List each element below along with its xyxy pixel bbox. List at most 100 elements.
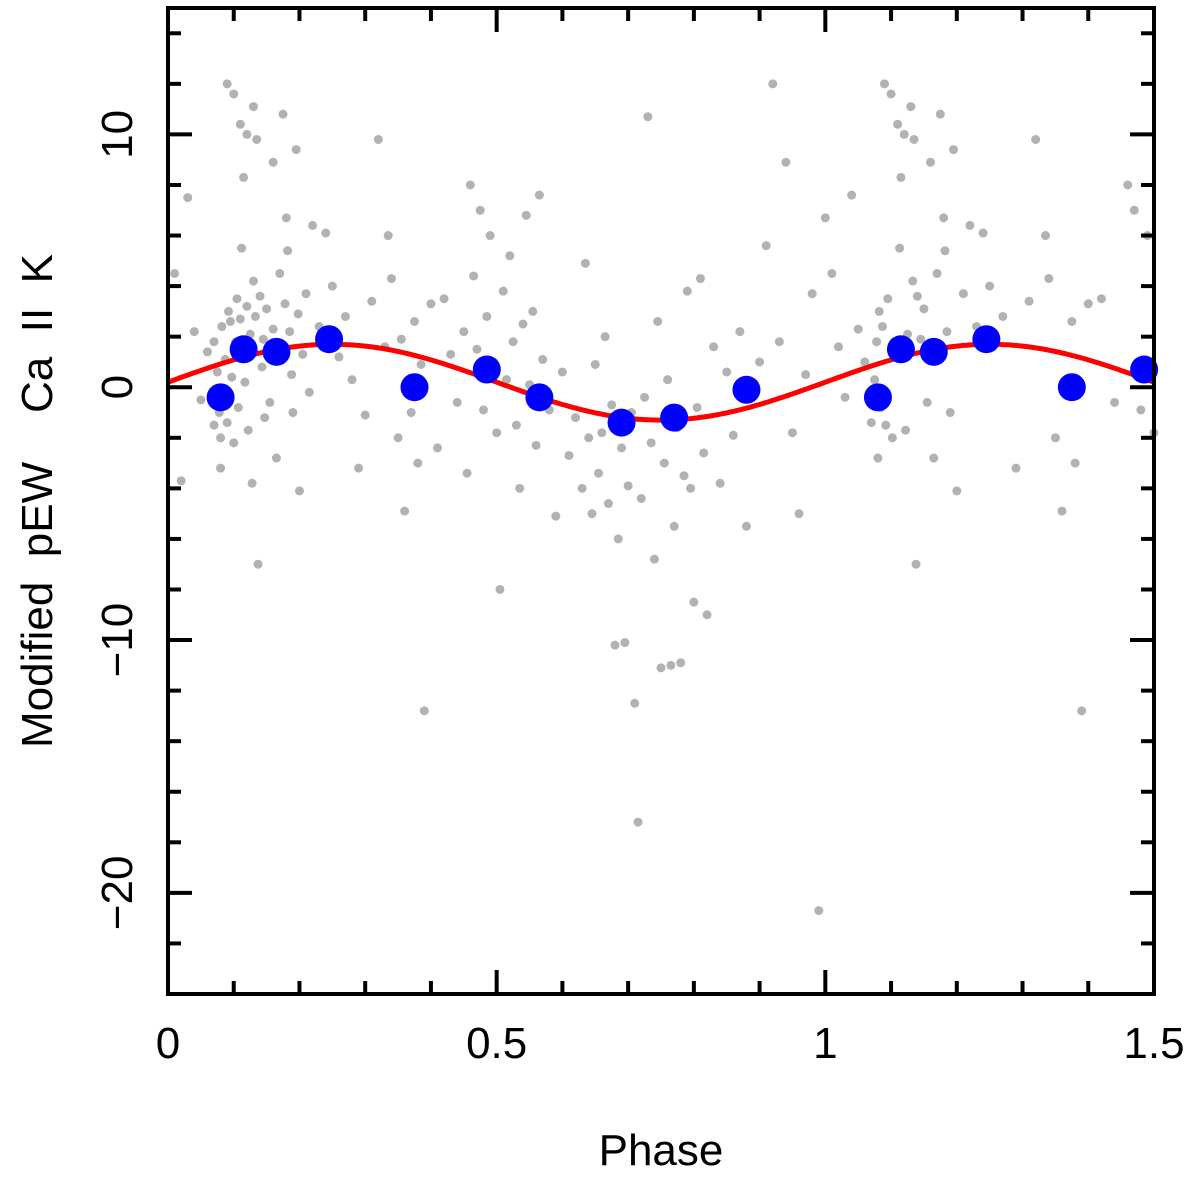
measurement-point bbox=[243, 425, 253, 435]
measurement-point bbox=[406, 408, 416, 418]
measurement-point bbox=[899, 129, 909, 139]
measurement-point bbox=[663, 375, 673, 385]
measurement-point bbox=[735, 327, 745, 337]
measurement-point bbox=[202, 347, 212, 357]
measurement-point bbox=[227, 372, 237, 382]
measurement-point bbox=[702, 610, 712, 620]
measurement-point bbox=[531, 440, 541, 450]
measurement-point bbox=[255, 291, 265, 301]
measurement-point bbox=[248, 276, 258, 286]
measurement-point bbox=[439, 294, 449, 304]
measurement-point bbox=[564, 450, 574, 460]
measurement-point bbox=[340, 311, 350, 321]
measurement-point bbox=[475, 205, 485, 215]
measurement-point bbox=[212, 367, 222, 377]
measurement-point bbox=[222, 79, 232, 89]
x-tick-label: 0.5 bbox=[466, 1019, 527, 1068]
binned-mean-point bbox=[1057, 373, 1086, 402]
measurement-point bbox=[669, 521, 679, 531]
measurement-point bbox=[676, 658, 686, 668]
measurement-point bbox=[258, 334, 268, 344]
measurement-point bbox=[1077, 706, 1087, 716]
measurement-point bbox=[229, 89, 239, 99]
measurement-point bbox=[268, 324, 278, 334]
measurement-point bbox=[633, 817, 643, 827]
measurement-point bbox=[653, 316, 663, 326]
binned-mean-point bbox=[1130, 355, 1159, 384]
measurement-point bbox=[294, 486, 304, 496]
measurement-point bbox=[847, 190, 857, 200]
measurement-point bbox=[636, 493, 646, 503]
measurement-point bbox=[410, 316, 419, 326]
measurement-point bbox=[768, 79, 778, 89]
measurement-point bbox=[1044, 274, 1054, 284]
measurement-point bbox=[827, 268, 837, 278]
measurement-point bbox=[590, 359, 600, 369]
measurement-point bbox=[594, 468, 604, 478]
measurement-point bbox=[613, 534, 623, 544]
measurement-point bbox=[327, 281, 337, 291]
measurement-point bbox=[248, 102, 258, 112]
measurement-point bbox=[860, 357, 870, 367]
measurement-point bbox=[1057, 506, 1067, 516]
measurement-point bbox=[597, 428, 607, 438]
measurement-point bbox=[235, 119, 245, 129]
measurement-point bbox=[354, 463, 364, 473]
measurement-point bbox=[252, 134, 262, 144]
measurement-point bbox=[623, 481, 633, 491]
measurement-point bbox=[278, 109, 288, 119]
binned-mean-point bbox=[229, 335, 258, 364]
binned-mean-point bbox=[972, 325, 1001, 354]
measurement-point bbox=[367, 296, 377, 306]
measurement-point bbox=[781, 157, 791, 167]
binned-mean-point bbox=[607, 408, 636, 437]
binned-mean-point bbox=[525, 383, 554, 412]
measurement-point bbox=[679, 471, 689, 481]
measurement-point bbox=[1011, 463, 1021, 473]
measurement-point bbox=[393, 433, 403, 443]
binned-mean-point bbox=[886, 335, 915, 364]
measurement-point bbox=[603, 499, 613, 509]
measurement-point bbox=[942, 327, 952, 337]
measurement-point bbox=[462, 468, 472, 478]
measurement-point bbox=[502, 375, 512, 385]
measurement-point bbox=[293, 309, 303, 319]
binned-mean-point bbox=[660, 403, 689, 432]
measurement-point bbox=[419, 706, 429, 716]
measurement-point bbox=[170, 268, 180, 278]
measurement-point bbox=[906, 102, 916, 112]
measurement-point bbox=[580, 258, 590, 268]
measurement-point bbox=[265, 397, 275, 407]
measurement-point bbox=[932, 268, 942, 278]
measurement-point bbox=[912, 291, 922, 301]
measurement-point bbox=[682, 286, 692, 296]
measurement-point bbox=[518, 319, 528, 329]
measurement-point bbox=[985, 281, 995, 291]
measurement-point bbox=[253, 559, 263, 569]
binned-mean-point bbox=[919, 337, 948, 366]
measurement-point bbox=[222, 418, 232, 428]
measurement-point bbox=[630, 698, 640, 708]
measurement-point bbox=[223, 306, 233, 316]
axis-ticks bbox=[166, 8, 1156, 996]
measurement-point bbox=[291, 145, 301, 155]
measurement-point bbox=[577, 483, 587, 493]
measurement-point bbox=[285, 327, 295, 337]
measurement-point bbox=[1123, 180, 1133, 190]
measurement-point bbox=[646, 438, 656, 448]
measurement-point bbox=[774, 337, 784, 347]
measurement-point bbox=[878, 322, 888, 332]
measurement-point bbox=[416, 359, 426, 369]
measurement-point bbox=[216, 433, 226, 443]
measurement-point bbox=[521, 210, 531, 220]
measurement-point bbox=[209, 337, 219, 347]
measurement-point bbox=[600, 332, 610, 342]
measurement-point bbox=[935, 109, 945, 119]
measurement-point bbox=[610, 640, 620, 650]
measurement-point bbox=[911, 559, 921, 569]
x-tick-label: 1.5 bbox=[1123, 1019, 1184, 1068]
measurement-point bbox=[505, 251, 515, 261]
measurement-point bbox=[247, 478, 257, 488]
measurement-point bbox=[237, 243, 247, 253]
